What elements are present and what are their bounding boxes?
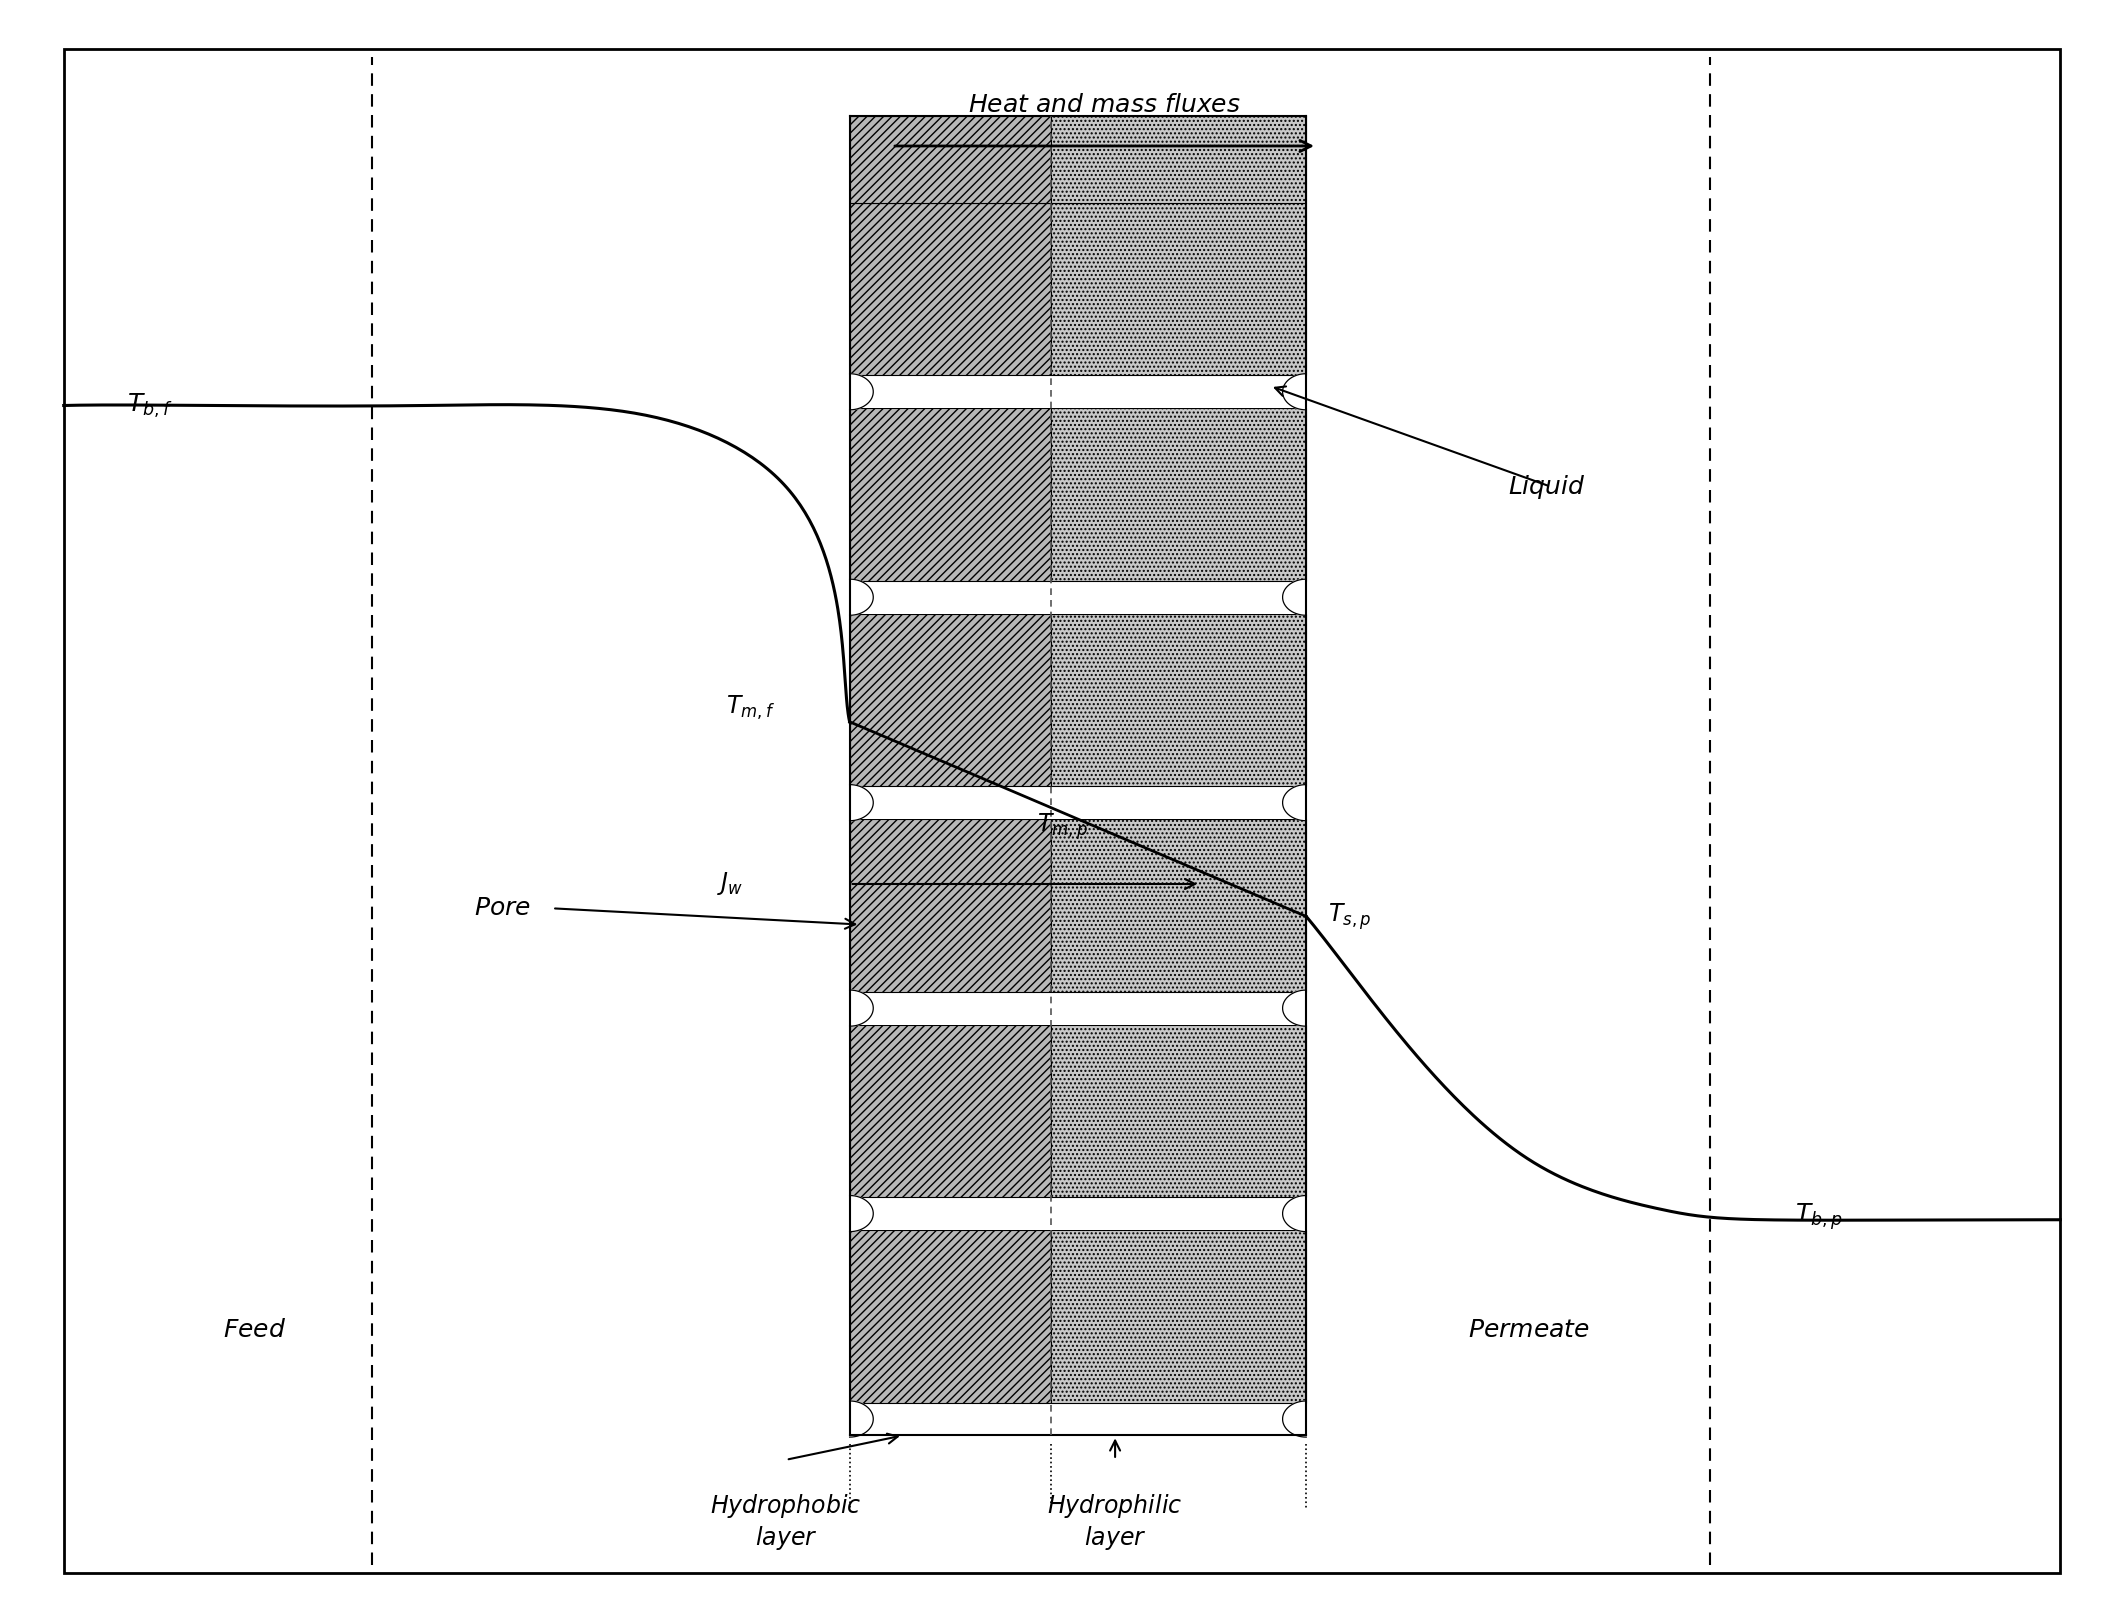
Bar [850,1025,1051,1197]
Bar [850,581,1306,613]
Polygon shape [1283,989,1306,1027]
Text: $J_w$: $J_w$ [718,871,743,897]
Bar [1051,1229,1306,1403]
Polygon shape [850,1401,873,1437]
Bar [850,1197,1306,1229]
Bar [1051,117,1306,203]
Polygon shape [850,989,873,1027]
Bar [1051,409,1306,581]
Polygon shape [1283,1401,1306,1437]
Bar [850,1229,1051,1403]
Text: $T_{b,p}$: $T_{b,p}$ [1795,1202,1842,1231]
Bar [850,409,1051,581]
Bar [1051,1025,1306,1197]
Polygon shape [1283,785,1306,821]
Polygon shape [850,373,873,410]
Text: $\it{Hydrophilic}$
$\it{layer}$: $\it{Hydrophilic}$ $\it{layer}$ [1047,1492,1183,1552]
Bar [850,375,1306,409]
Text: $T_{b,f}$: $T_{b,f}$ [127,391,174,420]
Bar [850,787,1306,819]
Text: $T_{m,p}$: $T_{m,p}$ [1037,811,1087,842]
Text: $\it{Pore}$: $\it{Pore}$ [474,897,531,920]
Text: $\it{Heat\ and\ mass\ fluxes}$: $\it{Heat\ and\ mass\ fluxes}$ [969,94,1240,117]
Bar [1051,613,1306,787]
Polygon shape [1283,579,1306,615]
Polygon shape [850,785,873,821]
Polygon shape [1283,373,1306,410]
Bar [850,613,1051,787]
Text: $\it{Permeate}$: $\it{Permeate}$ [1468,1319,1591,1341]
Text: $T_{m,f}$: $T_{m,f}$ [726,694,775,722]
Text: $\it{Liquid}$: $\it{Liquid}$ [1508,472,1585,501]
Bar [850,203,1051,375]
Bar [1051,819,1306,991]
Bar [850,117,1051,203]
Polygon shape [850,1195,873,1231]
Polygon shape [1283,1195,1306,1231]
Text: $T_{s,p}$: $T_{s,p}$ [1328,902,1370,931]
Bar [850,1403,1306,1435]
Bar [850,991,1306,1025]
Polygon shape [850,579,873,615]
Text: $\it{Feed}$: $\it{Feed}$ [223,1319,287,1341]
Text: $\it{Hydrophobic}$
$\it{layer}$: $\it{Hydrophobic}$ $\it{layer}$ [709,1492,862,1552]
Bar [1051,203,1306,375]
Bar [850,819,1051,991]
